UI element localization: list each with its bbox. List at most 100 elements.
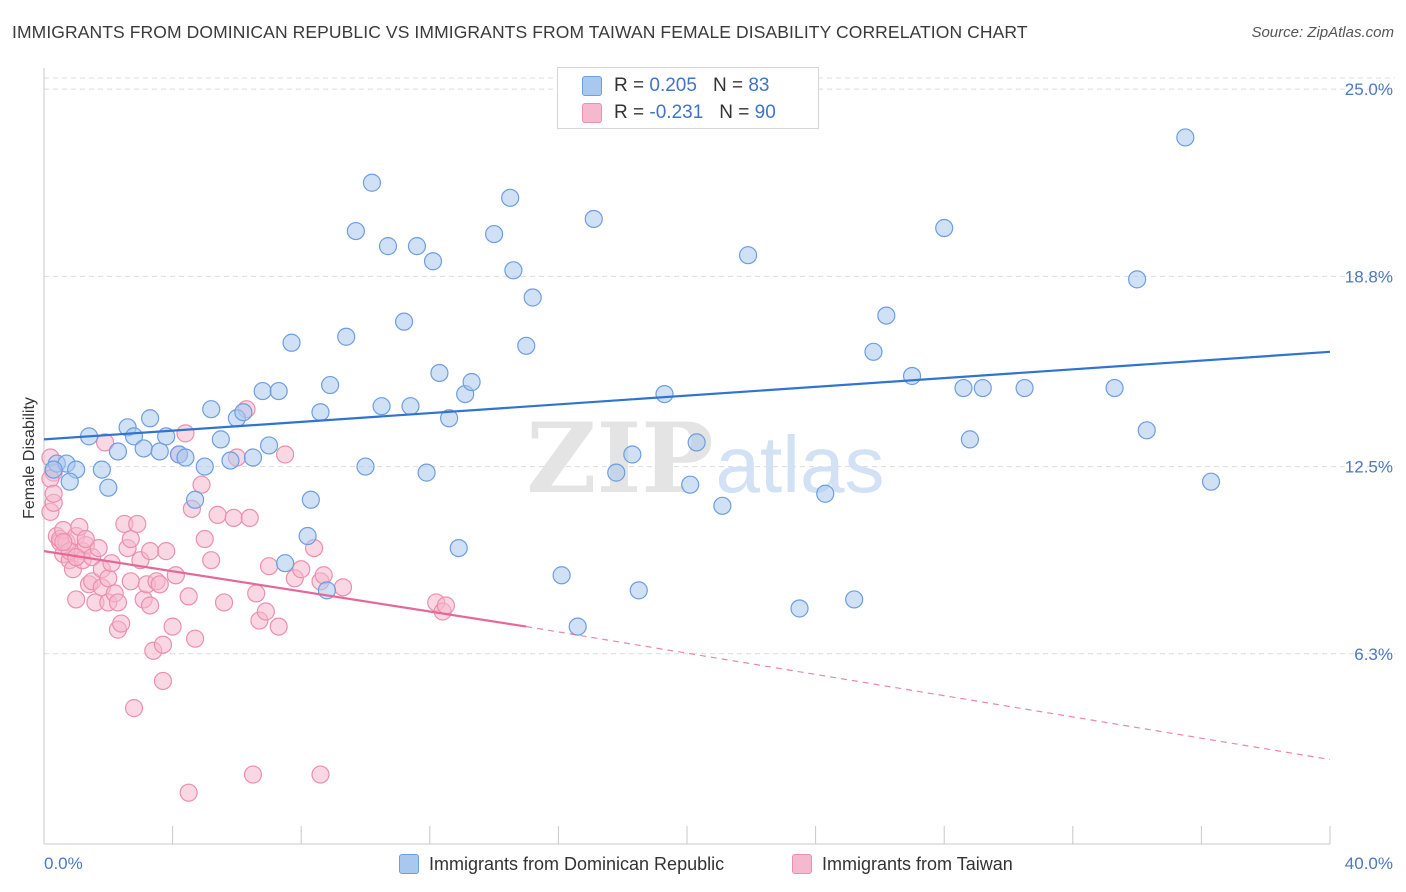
bottom-legend-swatch-dominican (399, 854, 419, 874)
dominican-point (552, 566, 571, 585)
dominican-point (902, 366, 922, 386)
taiwan-point (224, 508, 243, 527)
legend-n-label: N = (712, 75, 744, 96)
bottom-legend-label-dominican: Immigrants from Dominican Republic (429, 853, 725, 874)
dominican-point (816, 484, 835, 503)
taiwan-point (140, 596, 160, 615)
dominican-point (372, 397, 391, 416)
dominican-point (378, 237, 398, 256)
taiwan-trend-line (43, 550, 527, 628)
taiwan-point (256, 602, 275, 621)
dominican-point (973, 378, 992, 398)
dominican-point (311, 403, 330, 422)
dominican-point (1201, 472, 1221, 491)
taiwan-point (140, 542, 160, 561)
dominican-point (607, 463, 626, 482)
dominican-point (584, 209, 603, 229)
taiwan-point (166, 566, 185, 585)
dominican-point (92, 460, 111, 479)
taiwan-point (214, 593, 234, 612)
dominican-point (221, 451, 240, 470)
taiwan-point (67, 590, 86, 609)
chart-title: IMMIGRANTS FROM DOMINICAN REPUBLIC VS IM… (12, 22, 1028, 42)
bottom-legend-label-taiwan: Immigrants from Taiwan (822, 853, 1013, 874)
taiwan-point (208, 505, 227, 524)
legend-n-value-dominican: 83 (748, 75, 770, 96)
legend-swatch-taiwan (582, 103, 602, 123)
dominican-point (60, 472, 79, 491)
taiwan-point (95, 433, 115, 452)
taiwan-point (259, 557, 279, 576)
taiwan-point (163, 617, 182, 636)
dominican-point (211, 430, 230, 449)
taiwan-point (44, 484, 63, 503)
dominican-point (108, 442, 128, 461)
dominican-point (423, 252, 443, 271)
watermark-atlas: atlas (716, 420, 885, 509)
x-tick-label: 40.0% (1345, 854, 1393, 873)
dominican-point (417, 463, 436, 482)
source-label: Source: ZipAtlas.com (1251, 24, 1394, 41)
taiwan-point (128, 514, 147, 534)
legend-r-value-taiwan: -0.231 (649, 102, 704, 123)
legend-swatch-dominican (582, 76, 602, 96)
dominican-point (134, 439, 153, 458)
dominican-point (282, 333, 301, 352)
taiwan-points (41, 400, 455, 802)
taiwan-point (99, 569, 118, 588)
dominican-point (243, 448, 263, 467)
dominican-point (407, 237, 427, 256)
taiwan-point (276, 445, 295, 464)
taiwan-point (54, 532, 73, 552)
taiwan-point (153, 635, 173, 654)
dominican-point (337, 327, 356, 346)
dominican-point (790, 599, 809, 618)
dominican-point (259, 436, 279, 455)
dominican-point (960, 430, 980, 449)
taiwan-point (76, 529, 95, 549)
trend-lines (43, 350, 1331, 761)
dominican-point (394, 312, 414, 331)
dominican-point (629, 581, 648, 600)
dominican-point (568, 617, 587, 636)
dominican-point (356, 457, 375, 476)
bottom-legend-dominican: Immigrants from Dominican Republic (399, 850, 724, 878)
dominican-point (321, 375, 340, 395)
dominican-point (1127, 270, 1147, 289)
dominican-point (501, 188, 520, 207)
taiwan-point (179, 587, 198, 606)
watermark: ZIP atlas (526, 402, 884, 515)
taiwan-point (153, 671, 173, 691)
taiwan-point (311, 765, 330, 784)
legend-r-value-dominican: 0.205 (649, 75, 697, 96)
dominican-point (877, 306, 896, 325)
taiwan-point (121, 529, 140, 549)
legend-row-dominican: R = 0.205 N = 83 (582, 73, 769, 99)
dominican-point (523, 288, 542, 307)
taiwan-point (202, 551, 221, 570)
y-tick-label: 18.8% (1345, 267, 1393, 286)
dominican-point (1105, 378, 1124, 398)
taiwan-point (240, 508, 259, 527)
taiwan-trend-line-extension (526, 626, 1331, 761)
taiwan-point (269, 617, 288, 636)
dominican-point (202, 400, 221, 419)
taiwan-point (247, 584, 266, 603)
y-axis-label: Female Disability (21, 397, 38, 519)
dominican-point (346, 221, 365, 241)
taiwan-point (157, 542, 176, 561)
taiwan-point (150, 575, 169, 594)
dominican-point (439, 409, 459, 428)
taiwan-point (436, 596, 455, 615)
dominican-point (269, 381, 288, 401)
dominican-point (362, 173, 382, 192)
taiwan-point (243, 765, 263, 784)
x-tick-label: 0.0% (44, 854, 83, 873)
dominican-point (298, 526, 317, 546)
grid-layer (44, 77, 1395, 655)
taiwan-point (112, 614, 131, 633)
y-tick-label: 6.3% (1354, 645, 1393, 664)
dominican-trend-line (43, 350, 1331, 441)
dominican-point (504, 261, 523, 280)
